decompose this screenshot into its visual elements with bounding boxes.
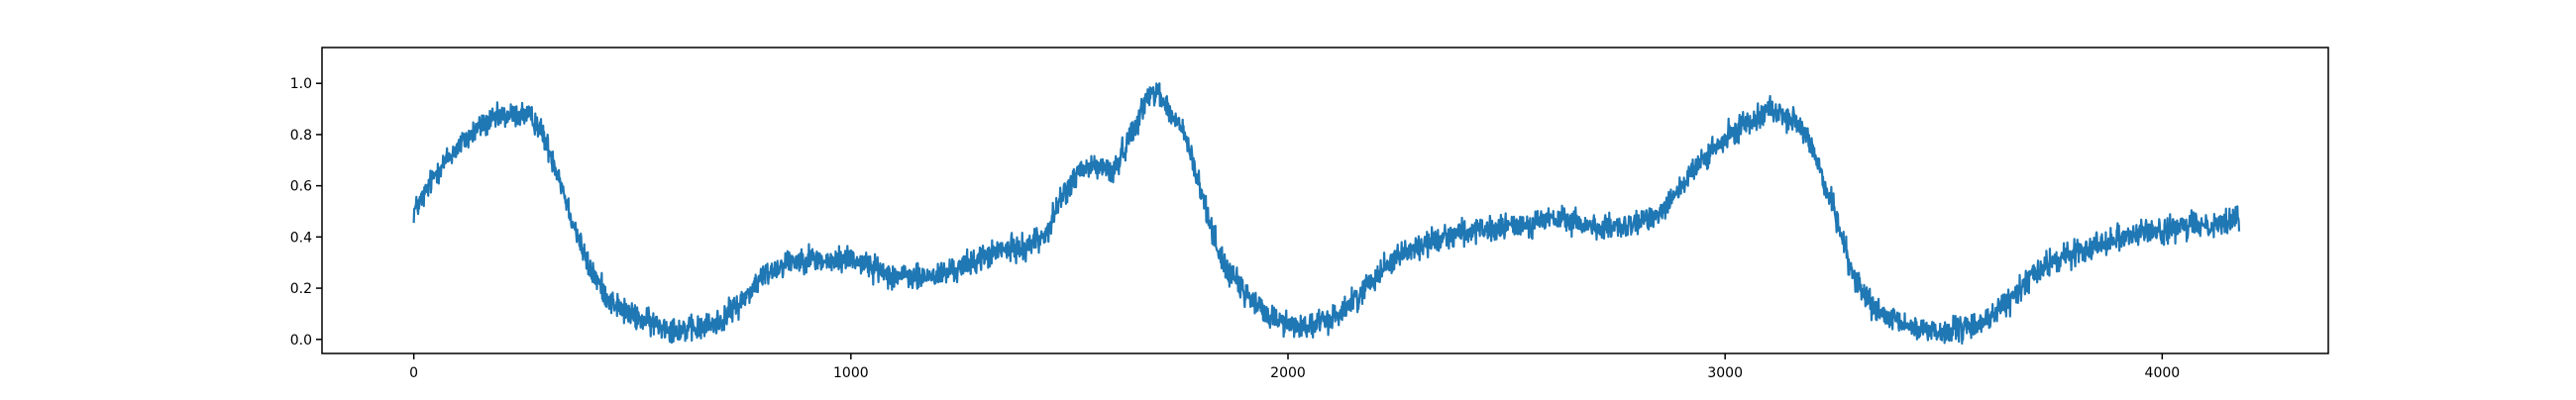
x-tick-label: 1000 [833,365,869,381]
plot-area [412,82,2241,346]
y-tick-label: 0.0 [290,333,312,349]
x-tick-label: 0 [409,365,418,381]
y-tick-label: 0.4 [290,230,312,246]
y-tick-label: 0.2 [290,281,312,297]
y-tick-label: 0.8 [290,128,312,144]
axes: 0 1000 2000 3000 4000 0.0 0.2 0.4 0.6 0.8 1.0 [290,47,2329,381]
x-tick-label: 4000 [2145,365,2181,381]
x-tick-label: 3000 [1707,365,1743,381]
axes-frame [321,47,2329,354]
y-tick-label: 0.6 [290,179,312,195]
series-line [412,82,2241,346]
y-tick-label: 1.0 [290,76,312,92]
x-tick-label: 2000 [1270,365,1306,381]
